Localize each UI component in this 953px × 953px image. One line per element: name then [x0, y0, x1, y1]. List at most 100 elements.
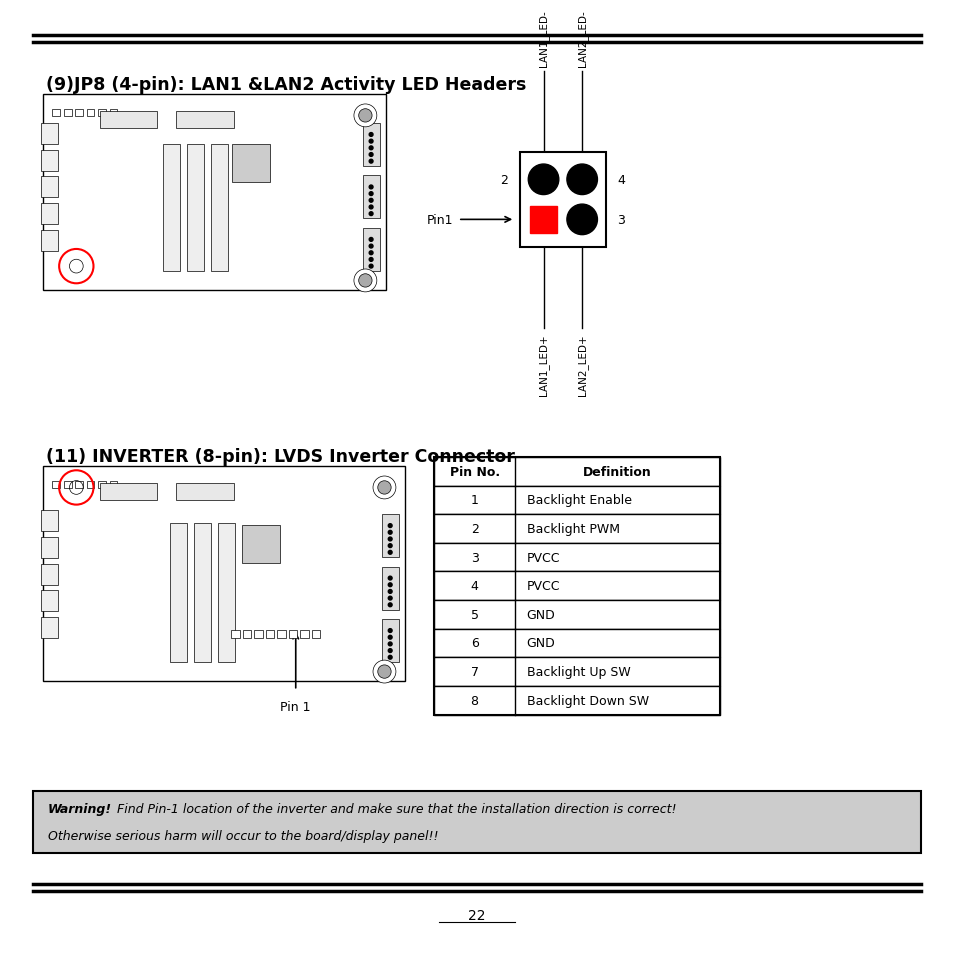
Bar [87, 110, 94, 117]
Bar [41, 564, 58, 585]
Bar [43, 95, 386, 291]
Bar [289, 630, 297, 639]
Text: 8: 8 [470, 694, 478, 707]
Text: Backlight Up SW: Backlight Up SW [526, 665, 630, 679]
Circle shape [369, 245, 373, 249]
Bar [434, 515, 720, 543]
Circle shape [369, 133, 373, 137]
Bar [434, 486, 720, 515]
Text: Backlight PWM: Backlight PWM [526, 522, 618, 536]
Circle shape [369, 186, 373, 190]
Bar [187, 145, 204, 272]
Text: LAN1_LED-: LAN1_LED- [537, 10, 548, 67]
Circle shape [528, 165, 558, 195]
Text: 2: 2 [470, 522, 478, 536]
Circle shape [388, 590, 392, 594]
Bar [87, 481, 94, 489]
Bar [362, 229, 379, 272]
Bar [163, 145, 180, 272]
Text: GND: GND [526, 637, 555, 650]
Text: 22: 22 [468, 908, 485, 922]
Text: Warning!: Warning! [48, 801, 112, 815]
Text: Pin No.: Pin No. [449, 465, 499, 478]
Circle shape [369, 199, 373, 203]
Text: LAN2_LED-: LAN2_LED- [577, 10, 587, 67]
Bar [242, 525, 280, 563]
Bar [64, 481, 71, 489]
Bar [176, 483, 233, 500]
Bar [64, 110, 71, 117]
Text: Definition: Definition [582, 465, 652, 478]
Bar [254, 630, 263, 639]
Bar [75, 110, 83, 117]
Bar [98, 110, 106, 117]
Bar [41, 231, 58, 252]
Text: 4: 4 [470, 579, 478, 593]
Bar [381, 515, 398, 558]
Circle shape [388, 603, 392, 607]
Circle shape [388, 583, 392, 587]
Circle shape [388, 524, 392, 528]
Bar [232, 630, 240, 639]
Circle shape [566, 205, 597, 235]
Circle shape [388, 642, 392, 646]
Bar [381, 567, 398, 610]
Text: LAN1_LED+: LAN1_LED+ [537, 334, 548, 395]
Bar [170, 523, 187, 662]
Bar [434, 572, 720, 600]
Circle shape [369, 206, 373, 210]
Circle shape [388, 531, 392, 535]
Bar [434, 629, 720, 658]
Text: LAN2_LED+: LAN2_LED+ [577, 334, 587, 395]
Text: PVCC: PVCC [526, 551, 559, 564]
Text: 5: 5 [470, 608, 478, 621]
Bar [434, 658, 720, 686]
Circle shape [358, 274, 372, 288]
Bar [312, 630, 320, 639]
Circle shape [388, 636, 392, 639]
Circle shape [369, 153, 373, 157]
Circle shape [566, 165, 597, 195]
Bar [41, 177, 58, 198]
Bar [100, 483, 157, 500]
Circle shape [369, 258, 373, 262]
Bar [300, 630, 309, 639]
Circle shape [358, 110, 372, 123]
Bar [434, 686, 720, 715]
Bar [52, 110, 60, 117]
Bar [43, 467, 405, 681]
Bar [266, 630, 274, 639]
Bar [98, 481, 106, 489]
Bar [243, 630, 252, 639]
Bar [362, 124, 379, 167]
Text: Otherwise serious harm will occur to the board/display panel!!: Otherwise serious harm will occur to the… [48, 829, 437, 842]
Text: 2: 2 [500, 173, 508, 187]
Circle shape [369, 238, 373, 242]
Text: (11) INVERTER (8-pin): LVDS Inverter Connector: (11) INVERTER (8-pin): LVDS Inverter Con… [46, 448, 514, 466]
Circle shape [369, 193, 373, 196]
Text: Pin1: Pin1 [426, 213, 453, 227]
Text: Backlight Enable: Backlight Enable [526, 494, 631, 507]
Bar [75, 481, 83, 489]
Text: Backlight Down SW: Backlight Down SW [526, 694, 648, 707]
Bar [41, 537, 58, 558]
Circle shape [354, 270, 376, 293]
Bar [33, 791, 920, 853]
Bar [41, 151, 58, 172]
Bar [519, 152, 605, 248]
Bar [41, 618, 58, 639]
Bar [434, 600, 720, 629]
Text: 3: 3 [617, 213, 624, 227]
Bar [211, 145, 228, 272]
Bar [193, 523, 211, 662]
Text: PVCC: PVCC [526, 579, 559, 593]
Circle shape [388, 649, 392, 653]
Text: Find Pin-1 location of the inverter and make sure that the installation directio: Find Pin-1 location of the inverter and … [112, 801, 676, 815]
Circle shape [369, 140, 373, 144]
Circle shape [388, 656, 392, 659]
Bar [434, 457, 720, 486]
Text: 7: 7 [470, 665, 478, 679]
Bar [41, 124, 58, 145]
Bar [41, 204, 58, 225]
Circle shape [373, 660, 395, 683]
